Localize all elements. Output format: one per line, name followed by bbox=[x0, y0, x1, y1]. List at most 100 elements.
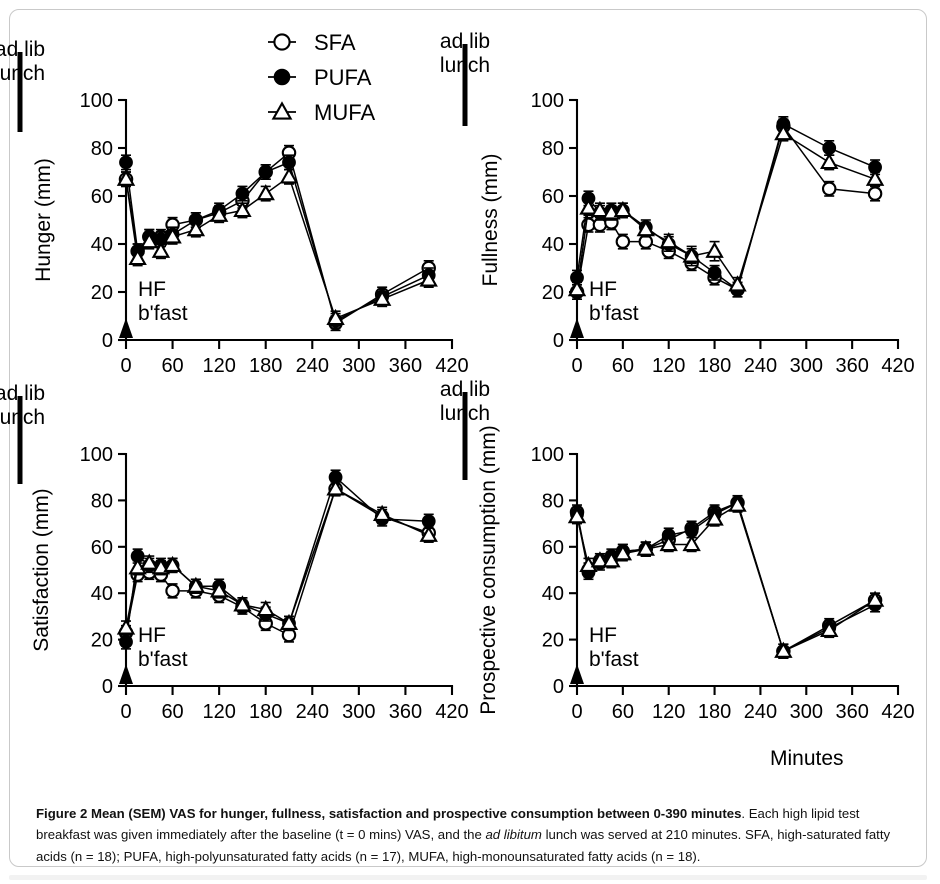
x-tick-label: 360 bbox=[835, 701, 868, 723]
series-pufa-satisfaction bbox=[119, 469, 436, 650]
series-mufa-satisfaction bbox=[116, 479, 438, 636]
y-axis-title-fullness: Fullness (mm) bbox=[479, 153, 502, 286]
chart-hunger: 0 20 40 60 80 100 0 60 120 180 240 300 360 420 Hunger … bbox=[0, 30, 469, 377]
series-mufa-fullness bbox=[567, 124, 885, 298]
y-tick-label: 40 bbox=[542, 583, 564, 605]
marker-open-triangle bbox=[613, 544, 633, 561]
panel-hunger: 0 20 40 60 80 100 0 60 120 180 240 300 360 420 Hunger … bbox=[0, 22, 470, 392]
x-tick-label: 60 bbox=[161, 355, 183, 377]
marker-open-triangle bbox=[256, 599, 275, 617]
marker-open-triangle bbox=[682, 246, 701, 263]
y-tick-label: 20 bbox=[91, 282, 113, 304]
caption-body-2: lunch was served at 210 minutes. SFA, hi… bbox=[36, 827, 891, 864]
marker-open-triangle bbox=[613, 200, 633, 218]
x-tick-label: 180 bbox=[698, 701, 731, 723]
ad-lib-lunch-line2: lunch bbox=[0, 62, 45, 85]
axes-prospective: 0 20 40 60 80 100 0 60 120 180 240 300 360 420 bbox=[531, 444, 915, 723]
marker-open-triangle bbox=[774, 124, 793, 141]
y-tick-label: 60 bbox=[91, 537, 113, 559]
x-tick-label: 420 bbox=[881, 355, 914, 377]
marker-filled-circle bbox=[119, 635, 133, 649]
ad-lib-lunch-line1: ad lib bbox=[440, 30, 490, 53]
x-tick-label: 420 bbox=[435, 701, 468, 723]
caption-bold-lead: Figure 2 Mean (SEM) VAS for hunger, full… bbox=[36, 806, 742, 821]
hf-bfast-line2: b'fast bbox=[138, 648, 188, 671]
x-tick-label: 180 bbox=[698, 355, 731, 377]
marker-open-triangle bbox=[682, 534, 701, 552]
y-tick-label: 0 bbox=[102, 676, 113, 698]
hf-bfast-annotation-satisfaction: HFb'fast bbox=[119, 624, 188, 684]
plot-grid: 0 20 40 60 80 100 0 60 120 180 240 300 360 420 Hunger … bbox=[0, 10, 926, 780]
series-pufa-fullness bbox=[570, 116, 882, 298]
x-tick-label: 300 bbox=[342, 701, 375, 723]
legend-label-sfa: SFA bbox=[314, 30, 356, 55]
chart-satisfaction: 0 20 40 60 80 100 0 60 120 180 240 300 360 420 Satisfa… bbox=[0, 382, 469, 723]
marker-open-triangle bbox=[279, 167, 299, 184]
marker-open-circle bbox=[821, 181, 837, 197]
marker-open-triangle bbox=[419, 525, 438, 542]
x-tick-label: 180 bbox=[249, 355, 282, 377]
marker-open-triangle bbox=[590, 551, 610, 568]
hf-bfast-line1: HF bbox=[589, 278, 617, 301]
x-tick-label: 300 bbox=[790, 355, 823, 377]
hf-bfast-arrow-icon bbox=[119, 318, 133, 338]
y-tick-label: 60 bbox=[542, 537, 564, 559]
axes-hunger: 0 20 40 60 80 100 0 60 120 180 240 300 360 420 bbox=[80, 90, 469, 377]
marker-filled-circle bbox=[421, 514, 436, 529]
marker-open-triangle bbox=[774, 641, 793, 658]
hf-bfast-line1: HF bbox=[589, 624, 617, 647]
marker-open-triangle bbox=[151, 241, 171, 258]
page-bottom-strip bbox=[9, 875, 927, 880]
marker-open-triangle bbox=[209, 581, 229, 598]
x-tick-label: 420 bbox=[435, 355, 468, 377]
marker-open-triangle bbox=[705, 509, 724, 526]
ad-lib-lunch-line1: ad lib bbox=[440, 378, 490, 401]
marker-open-triangle bbox=[372, 289, 392, 306]
x-tick-label: 360 bbox=[389, 701, 422, 723]
x-tick-label: 120 bbox=[652, 355, 685, 377]
marker-open-triangle bbox=[209, 205, 229, 222]
marker-open-triangle bbox=[233, 200, 252, 218]
ad-lib-lunch-line2: lunch bbox=[0, 406, 45, 429]
hf-bfast-annotation-prospective: HFb'fast bbox=[570, 624, 639, 684]
marker-open-triangle bbox=[140, 232, 159, 249]
marker-open-circle bbox=[165, 583, 180, 599]
y-tick-label: 100 bbox=[80, 90, 113, 112]
y-tick-label: 80 bbox=[91, 138, 113, 160]
y-axis-title-hunger: Hunger (mm) bbox=[32, 158, 55, 282]
marker-open-triangle bbox=[865, 590, 885, 607]
marker-open-triangle bbox=[372, 504, 392, 521]
y-axis-title-prospective: Prospective consumption (mm) bbox=[477, 425, 500, 714]
caption-italic-term: ad libitum bbox=[485, 827, 542, 843]
hf-bfast-arrow-icon bbox=[119, 664, 133, 684]
panel-fullness: 0 20 40 60 80 100 0 60 120 180 240 300 360 420 Fullnes… bbox=[440, 22, 920, 392]
series-mufa-hunger bbox=[116, 167, 438, 327]
hf-bfast-line1: HF bbox=[138, 278, 166, 301]
hf-bfast-annotation-fullness: HFb'fast bbox=[570, 278, 639, 338]
figure-card: 0 20 40 60 80 100 0 60 120 180 240 300 360 420 Hunger … bbox=[0, 9, 927, 867]
marker-open-triangle bbox=[116, 169, 136, 186]
marker-filled-circle bbox=[258, 165, 273, 179]
x-tick-label: 240 bbox=[296, 355, 329, 377]
marker-open-triangle bbox=[590, 200, 610, 218]
y-tick-label: 40 bbox=[91, 234, 113, 256]
hf-bfast-arrow-icon bbox=[570, 318, 584, 338]
y-tick-label: 20 bbox=[542, 282, 564, 304]
ad-lib-lunch-line2: lunch bbox=[440, 402, 490, 425]
x-tick-label: 120 bbox=[202, 701, 235, 723]
marker-open-triangle bbox=[326, 479, 345, 496]
marker-open-triangle bbox=[705, 241, 724, 258]
ad-lib-lunch-line1: ad lib bbox=[0, 382, 45, 405]
marker-open-triangle bbox=[140, 553, 159, 570]
hf-bfast-line2: b'fast bbox=[138, 302, 188, 325]
caption-body-1: . Each high lipid test breakfast was giv… bbox=[36, 806, 860, 843]
panel-prospective: 0 20 40 60 80 100 0 60 120 180 240 300 360 420 Prospec… bbox=[440, 378, 920, 742]
legend-marker-open-triangle bbox=[271, 101, 293, 120]
y-tick-label: 40 bbox=[542, 234, 564, 256]
marker-open-triangle bbox=[186, 220, 206, 237]
marker-open-triangle bbox=[865, 169, 885, 186]
marker-open-triangle bbox=[579, 555, 598, 573]
marker-open-triangle bbox=[128, 248, 147, 266]
